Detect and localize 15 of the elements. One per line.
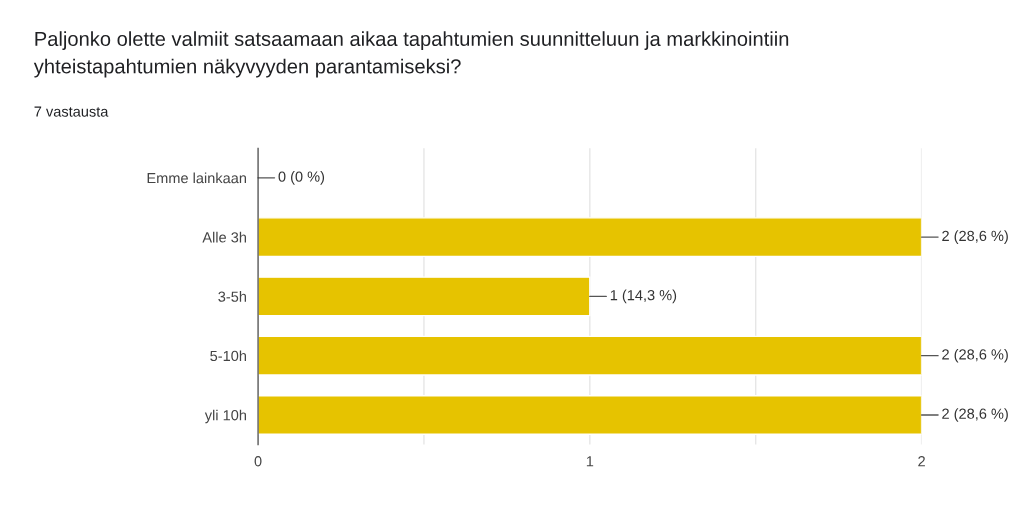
y-tick-label: Alle 3h (202, 231, 246, 243)
y-tick-label: Emme lainkaan (147, 172, 246, 184)
y-tick-label: 3-5h (218, 291, 246, 302)
x-tick-label: 1 (586, 456, 594, 467)
data-label: 2 (28,6 %) (942, 348, 1008, 363)
y-tick-label: yli 10h (204, 409, 246, 424)
text: 7 vastausta (34, 106, 109, 117)
data-label: 2 (28,6 %) (942, 230, 1008, 244)
x-tick-label: 2 (918, 456, 925, 467)
data-label: 0 (0 %) (278, 171, 325, 185)
data-label: 1 (14,3 %) (610, 289, 677, 304)
chart-title: Paljonko olette valmiit satsaamaan aikaa tapahtumien suunnitteluun ja markkinointiin yhteistapahtumien näkyvyyden parantamiseksi? (33, 31, 789, 78)
data-label: 2 (28,6 %) (942, 408, 1008, 422)
y-tick-label: 5-10h (210, 350, 246, 362)
x-tick-label: 0 (254, 456, 262, 467)
